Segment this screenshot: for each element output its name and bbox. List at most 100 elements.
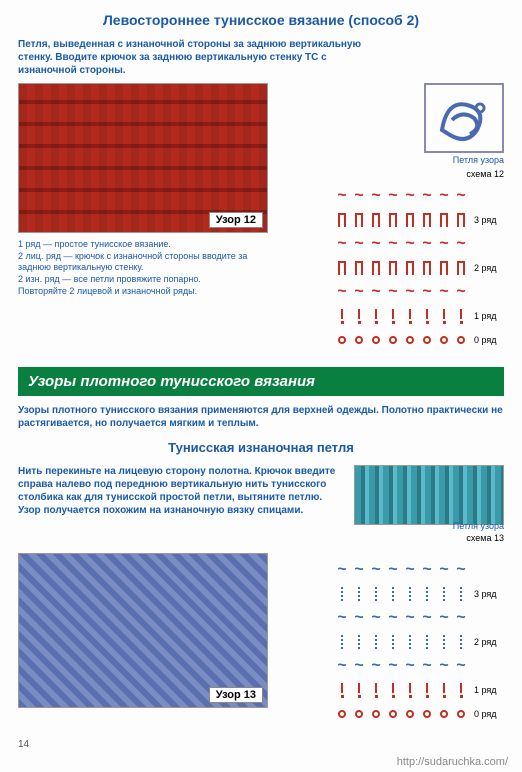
- chart-symbol: [437, 681, 451, 699]
- chart-symbol: ~: [352, 187, 366, 205]
- chart-symbol: ~: [420, 609, 434, 627]
- chart-symbol: [369, 633, 383, 651]
- chart-symbol: ~: [454, 657, 468, 675]
- chart-symbol: [437, 585, 451, 603]
- chart-symbol: ~: [420, 187, 434, 205]
- chart-symbol: [403, 307, 417, 325]
- chart-symbol: [352, 705, 366, 723]
- chart-symbol: ~: [437, 235, 451, 253]
- chart-symbol: [437, 331, 451, 349]
- chart-symbol: ~: [437, 609, 451, 627]
- chart-row: 2 ряд: [286, 257, 504, 279]
- chart-symbol: ~: [454, 235, 468, 253]
- chart-symbol: [369, 331, 383, 349]
- chart-symbol: [420, 331, 434, 349]
- chart-symbol: ~: [352, 561, 366, 579]
- chart-symbol: [420, 211, 434, 229]
- note-line: 1 ряд — простое тунисское вязание.: [18, 239, 278, 251]
- chart-symbol: ~: [437, 657, 451, 675]
- section-2-bottom: Узор 13 ~~~~~~~~3 ряд~~~~~~~~2 ряд~~~~~~…: [18, 553, 504, 727]
- chart-symbol: [437, 307, 451, 325]
- chart-symbol: ~: [369, 609, 383, 627]
- chart-symbol: [352, 211, 366, 229]
- chart-symbol: [386, 705, 400, 723]
- chart-symbol: [335, 585, 349, 603]
- chart-symbol: [403, 681, 417, 699]
- chart-symbols: ~~~~~~~~: [335, 283, 468, 301]
- chart-symbols: ~~~~~~~~: [335, 561, 468, 579]
- chart-symbol: [420, 307, 434, 325]
- chart-symbol: [420, 705, 434, 723]
- section-1: Узор 12 1 ряд — простое тунисское вязани…: [18, 83, 504, 353]
- chart-symbol: ~: [369, 283, 383, 301]
- chart-symbol: ~: [420, 283, 434, 301]
- chart-symbol: ~: [335, 235, 349, 253]
- chart-symbol: [454, 307, 468, 325]
- chart-symbols: [335, 307, 468, 325]
- chart-symbol: ~: [335, 657, 349, 675]
- chart-symbol: ~: [403, 609, 417, 627]
- chart-symbol: [403, 585, 417, 603]
- chart-symbol: ~: [437, 283, 451, 301]
- chart-2: ~~~~~~~~3 ряд~~~~~~~~2 ряд~~~~~~~~1 ряд0…: [286, 559, 504, 725]
- section-banner: Узоры плотного тунисского вязания: [18, 367, 504, 396]
- chart-symbol: ~: [386, 561, 400, 579]
- schema-caption-1: схема 12: [286, 169, 504, 179]
- chart-symbol: ~: [369, 187, 383, 205]
- para2-text: Нить перекиньте на лицевую сторону полот…: [18, 465, 346, 517]
- chart-row: 1 ряд: [286, 679, 504, 701]
- chart-symbol: [454, 259, 468, 277]
- chart-symbol: [403, 259, 417, 277]
- chart-row: ~~~~~~~~: [286, 281, 504, 303]
- footer-url: http://sudaruchka.com/: [0, 750, 522, 772]
- pattern-notes-1: 1 ряд — простое тунисское вязание. 2 лиц…: [18, 239, 278, 297]
- chart-symbol: ~: [335, 609, 349, 627]
- right-column-1: Петля узора схема 12 ~~~~~~~~3 ряд~~~~~~…: [286, 83, 504, 353]
- swatch-pattern-12: Узор 12: [18, 83, 268, 233]
- intro-paragraph-2: Узоры плотного тунисского вязания примен…: [18, 404, 504, 430]
- chart-row-label: 1 ряд: [474, 685, 504, 695]
- chart-row: 0 ряд: [286, 329, 504, 351]
- chart-row-label: 0 ряд: [474, 335, 504, 345]
- chart-symbols: [335, 331, 468, 349]
- left-column-2: Узор 13: [18, 553, 278, 727]
- chart-symbol: ~: [352, 283, 366, 301]
- chart-row: 3 ряд: [286, 583, 504, 605]
- chart-symbol: ~: [335, 187, 349, 205]
- chart-symbol: ~: [420, 235, 434, 253]
- chart-symbol: [335, 331, 349, 349]
- chart-symbol: [335, 307, 349, 325]
- chart-symbol: [369, 259, 383, 277]
- chart-symbol: ~: [386, 283, 400, 301]
- chart-symbol: [335, 705, 349, 723]
- intro-paragraph-1: Петля, выведенная с изнаночной стороны з…: [18, 38, 388, 77]
- page-number: 14: [0, 735, 522, 750]
- chart-row-label: 3 ряд: [474, 215, 504, 225]
- chart-symbol: [369, 211, 383, 229]
- chart-symbol: [386, 259, 400, 277]
- chart-symbol: ~: [403, 187, 417, 205]
- note-line: Повторяйте 2 лицевой и изнаночной ряды.: [18, 286, 278, 298]
- chart-symbol: [386, 681, 400, 699]
- chart-symbols: [335, 633, 468, 651]
- chart-symbol: ~: [437, 561, 451, 579]
- section-2-top: Нить перекиньте на лицевую сторону полот…: [18, 465, 504, 525]
- chart-symbol: [437, 633, 451, 651]
- section-title-1: Левостороннее тунисское вязание (способ …: [18, 12, 504, 28]
- paragraph-2: Нить перекиньте на лицевую сторону полот…: [18, 465, 346, 525]
- chart-1: ~~~~~~~~3 ряд~~~~~~~~2 ряд~~~~~~~~1 ряд0…: [286, 185, 504, 351]
- chart-symbol: [454, 585, 468, 603]
- chart-symbol: [386, 633, 400, 651]
- chart-symbol: [335, 211, 349, 229]
- chart-symbol: ~: [454, 561, 468, 579]
- chart-row: ~~~~~~~~: [286, 607, 504, 629]
- red-knit-texture: [19, 84, 267, 232]
- chart-symbol: [352, 633, 366, 651]
- chart-symbol: [369, 585, 383, 603]
- chart-symbol: ~: [386, 657, 400, 675]
- blue-knit-texture: [19, 554, 267, 707]
- chart-symbol: [420, 681, 434, 699]
- chart-symbols: [335, 705, 468, 723]
- chart-row: 2 ряд: [286, 631, 504, 653]
- chart-symbol: ~: [420, 657, 434, 675]
